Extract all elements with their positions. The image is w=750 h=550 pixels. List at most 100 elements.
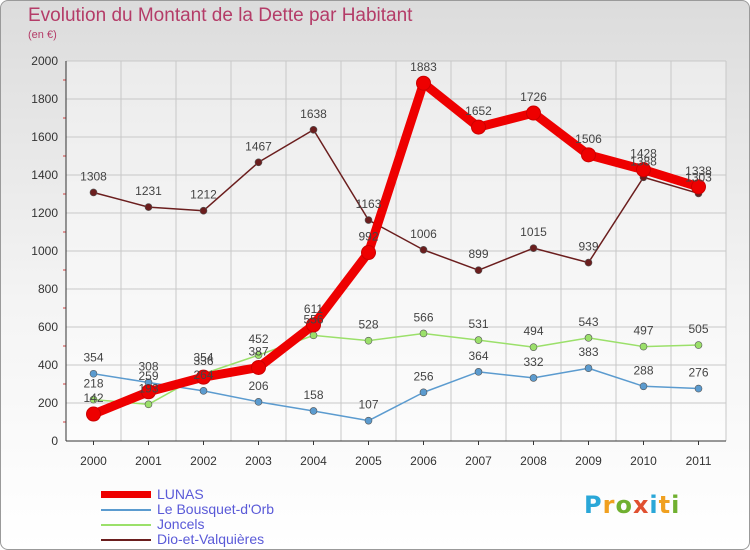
- x-tick-label: 2009: [575, 454, 602, 468]
- data-point: [254, 398, 263, 406]
- data-label: 1212: [190, 188, 217, 202]
- data-label: 992: [358, 230, 378, 244]
- x-tick-label: 2003: [245, 454, 272, 468]
- data-label: 494: [523, 324, 543, 338]
- logo-letter: t: [658, 491, 672, 519]
- data-label: 1308: [80, 169, 107, 183]
- data-label: 387: [248, 344, 268, 358]
- data-label: 1726: [520, 90, 547, 104]
- y-tick-label: 800: [38, 282, 58, 296]
- data-point: [691, 179, 706, 195]
- y-tick-label: 1800: [31, 92, 58, 106]
- proxiti-logo: Proxiti: [584, 491, 680, 519]
- y-tick-label: 1400: [31, 168, 58, 182]
- data-point: [474, 336, 483, 344]
- data-point: [309, 407, 318, 415]
- x-tick-label: 2001: [135, 454, 162, 468]
- data-label: 1006: [410, 227, 437, 241]
- data-point: [89, 369, 98, 378]
- data-label: 531: [468, 317, 488, 331]
- series-line: [92, 367, 700, 422]
- chart-title: Evolution du Montant de la Dette par Hab…: [28, 5, 413, 26]
- legend-label: LUNAS: [157, 486, 204, 502]
- data-label: 497: [633, 324, 653, 338]
- data-label: 1231: [135, 184, 162, 198]
- legend-label: Joncels: [157, 516, 205, 532]
- data-label: 288: [633, 363, 653, 377]
- logo-letter: x: [632, 491, 650, 519]
- data-point: [309, 331, 318, 340]
- data-point: [361, 245, 376, 261]
- y-tick-label: 2000: [31, 54, 58, 68]
- data-label: 264: [193, 368, 213, 382]
- data-label: 142: [83, 391, 103, 405]
- data-label: 611: [304, 302, 323, 316]
- data-label: 528: [358, 318, 378, 332]
- data-point: [636, 162, 651, 178]
- y-tick-label: 0: [51, 434, 58, 448]
- data-label: 332: [523, 355, 543, 369]
- logo-letter: r: [602, 491, 616, 519]
- data-point: [196, 369, 211, 385]
- data-label: 543: [578, 315, 598, 329]
- x-tick-label: 2000: [80, 454, 107, 468]
- y-tick-label: 200: [38, 396, 58, 410]
- data-label: 1467: [245, 139, 272, 153]
- data-label: 158: [303, 388, 323, 402]
- y-tick-label: 1000: [31, 244, 58, 258]
- data-label: 364: [468, 349, 488, 363]
- data-point: [584, 364, 593, 373]
- data-point: [639, 342, 648, 351]
- data-label: 1506: [575, 132, 602, 146]
- data-point: [526, 105, 541, 121]
- data-point: [474, 266, 483, 274]
- data-label: 1388: [630, 154, 657, 168]
- data-label: 276: [688, 366, 708, 380]
- data-point: [144, 400, 153, 409]
- data-label: 1163: [356, 197, 382, 211]
- data-point: [89, 395, 98, 404]
- data-point: [419, 246, 428, 254]
- data-point: [639, 382, 648, 391]
- data-point: [306, 317, 321, 333]
- data-point: [419, 329, 428, 338]
- data-label: 1338: [685, 164, 712, 178]
- data-label: 308: [138, 359, 158, 373]
- x-tick-label: 2002: [190, 454, 217, 468]
- x-tick-label: 2004: [300, 454, 327, 468]
- legend-label: Dio-et-Valquières: [157, 531, 265, 547]
- data-label: 556: [303, 312, 323, 326]
- legend-swatch: [101, 539, 151, 541]
- x-tick-label: 2011: [686, 454, 712, 468]
- legend-label: Le Bousquet-d'Orb: [157, 501, 275, 517]
- data-point: [364, 216, 373, 224]
- data-point: [251, 359, 266, 375]
- data-label: 354: [193, 351, 213, 365]
- data-label: 383: [578, 345, 598, 359]
- data-point: [471, 119, 486, 135]
- x-tick-label: 2005: [355, 454, 382, 468]
- data-point: [584, 258, 593, 267]
- data-label: 193: [138, 381, 158, 395]
- data-label: 505: [688, 322, 708, 336]
- data-point: [529, 343, 538, 351]
- data-label: 899: [468, 247, 488, 261]
- x-tick-label: 2007: [465, 454, 492, 468]
- data-point: [141, 384, 156, 400]
- legend-swatch: [101, 524, 151, 526]
- data-point: [529, 374, 538, 382]
- data-label: 206: [248, 379, 268, 393]
- y-tick-label: 1600: [31, 130, 58, 144]
- data-point: [254, 158, 263, 167]
- data-label: 939: [578, 240, 598, 254]
- data-point: [254, 351, 263, 359]
- x-tick-label: 2010: [630, 454, 657, 468]
- data-label: 1303: [685, 170, 712, 184]
- data-point: [529, 244, 538, 252]
- series-line: [92, 129, 700, 271]
- x-tick-label: 2006: [410, 454, 437, 468]
- data-point: [199, 206, 208, 215]
- data-point: [364, 336, 373, 345]
- series-line: [89, 78, 703, 419]
